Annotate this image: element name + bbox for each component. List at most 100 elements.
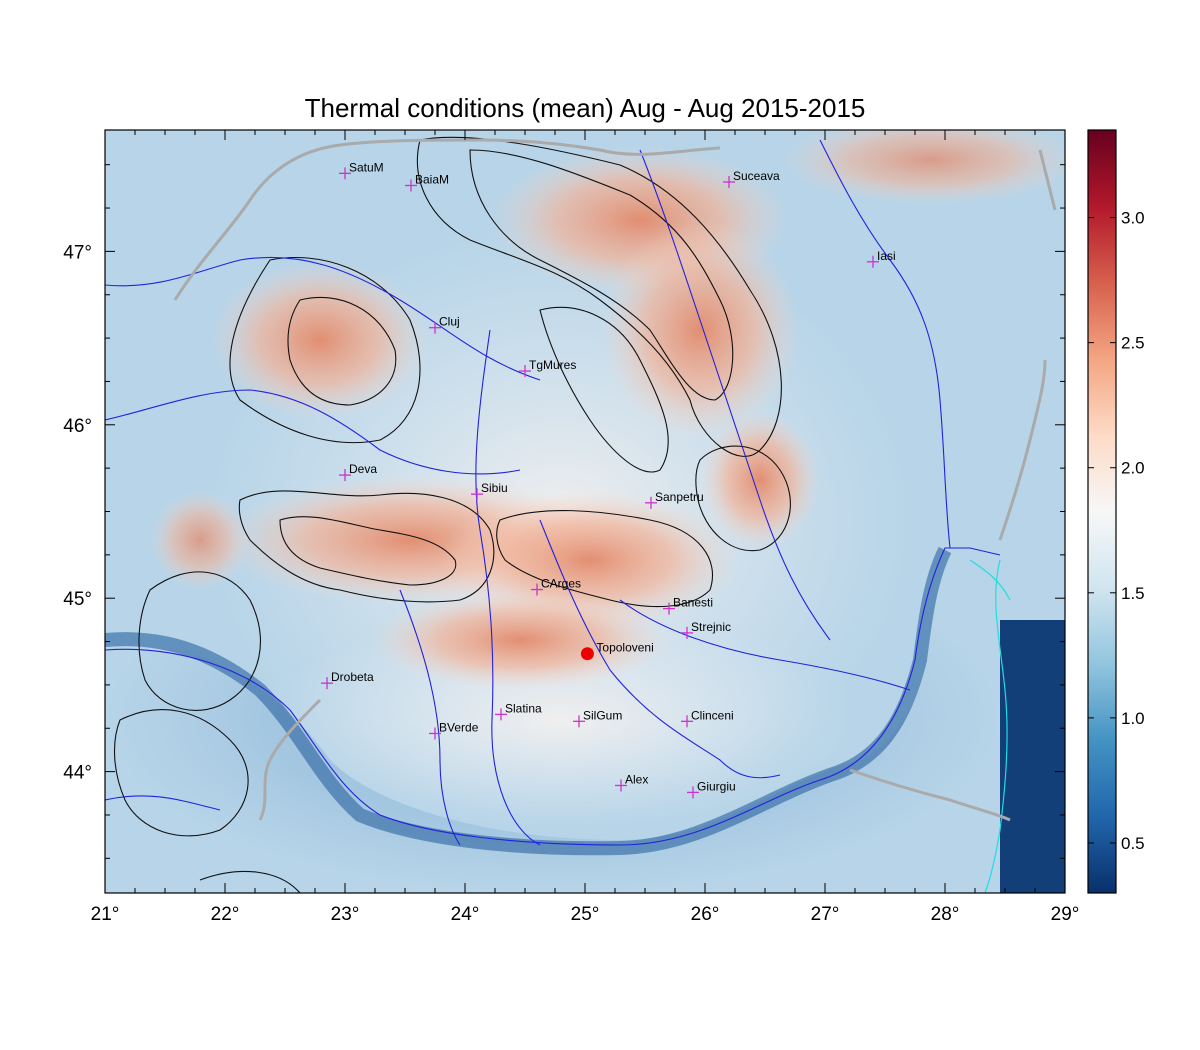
contour-harghita — [539, 306, 669, 473]
city-marker: Sibiu — [471, 481, 508, 501]
colorbar-label: 0.5 — [1121, 834, 1145, 853]
moldova-north-warm — [780, 130, 1065, 205]
borders — [173, 138, 1057, 822]
contour-fagaras — [238, 490, 495, 603]
coastline — [969, 559, 1011, 893]
axis-ticks — [104, 130, 1066, 893]
subcarpathian-warm — [370, 590, 670, 690]
city-marker: Alex — [615, 772, 648, 792]
city-marker: CArges — [531, 577, 581, 596]
danube-valley-cold — [105, 546, 952, 856]
city-marker: Deva — [339, 462, 377, 482]
city-marker: Sanpetru — [645, 490, 704, 509]
x-tick-label: 22° — [211, 904, 240, 925]
border-north — [173, 138, 721, 301]
city-label: BVerde — [439, 720, 479, 734]
contour-fagaras-inner — [279, 516, 457, 586]
plot-area — [105, 130, 1065, 893]
city-marker: Banesti — [663, 596, 713, 615]
city-label: SatuM — [349, 160, 384, 174]
city-markers: SatuM BaiaM Suceava Iasi Cluj TgMures Deva Sibi… — [321, 160, 896, 799]
city-marker: SatuM — [339, 160, 384, 180]
city-label: Strejnic — [691, 620, 731, 634]
colorbar-label: 3.0 — [1121, 209, 1145, 228]
black-sea-coast — [984, 559, 1008, 893]
contour-banat — [138, 571, 261, 711]
city-label: Iasi — [877, 249, 896, 263]
y-tick-label: 47° — [63, 242, 92, 263]
city-label: Drobeta — [331, 670, 374, 684]
city-marker: Slatina — [495, 701, 542, 721]
city-label: Giurgiu — [697, 779, 736, 793]
city-marker: Clinceni — [681, 708, 734, 728]
city-marker: Cluj — [429, 315, 460, 334]
danube-delta-channel — [969, 559, 1011, 601]
colorbar-label: 1.5 — [1121, 584, 1145, 603]
contour-bucegi — [496, 509, 714, 608]
river-mures — [105, 389, 521, 475]
border-south — [849, 768, 1011, 822]
apuseni-warm — [210, 260, 430, 420]
x-tick-label: 23° — [331, 904, 360, 925]
map-title: Thermal conditions (mean) Aug - Aug 2015… — [305, 93, 866, 123]
city-marker: Iasi — [867, 249, 896, 268]
city-label: CArges — [541, 577, 581, 591]
x-tick-label: 25° — [571, 904, 600, 925]
city-marker: TgMures — [519, 358, 576, 378]
city-label: TgMures — [529, 358, 576, 372]
city-marker: SilGum — [573, 708, 622, 728]
y-tick-label: 44° — [63, 763, 92, 784]
river-prut — [819, 139, 951, 549]
colorbar — [1087, 129, 1117, 894]
highlight-city-label: Topoloveni — [596, 641, 653, 655]
colorbar-label: 2.5 — [1121, 334, 1145, 353]
city-label: Sanpetru — [655, 490, 704, 504]
river-southwest — [105, 795, 221, 811]
contour-south-edge — [199, 870, 301, 893]
colorbar-label: 1.0 — [1121, 709, 1145, 728]
colorbar-label: 2.0 — [1121, 459, 1145, 478]
contour-north — [416, 136, 782, 457]
elevation-contours — [114, 136, 791, 893]
black-sea-cold — [1000, 620, 1065, 893]
city-label: Alex — [625, 772, 648, 786]
x-tick-label: 28° — [931, 904, 960, 925]
city-label: Banesti — [673, 596, 713, 610]
city-label: BaiaM — [415, 172, 449, 186]
rivers — [105, 139, 1001, 846]
city-label: Clinceni — [691, 708, 734, 722]
highlight-city-marker: Topoloveni — [580, 641, 654, 661]
colorbar-ticks: 0.5 1.0 1.5 2.0 2.5 3.0 — [1088, 209, 1145, 853]
contour-apuseni-inner — [287, 296, 397, 406]
river-danube — [105, 547, 1001, 846]
city-label: Suceava — [733, 169, 780, 183]
river-ialomita — [619, 599, 911, 691]
contour-north-inner — [469, 149, 734, 401]
border-southwest — [258, 698, 322, 821]
city-marker: BaiaM — [405, 172, 449, 192]
y-tick-label: 45° — [63, 589, 92, 610]
highlight-dot — [580, 647, 594, 661]
city-marker: Drobeta — [321, 670, 374, 690]
x-tick-label: 29° — [1051, 904, 1080, 925]
border-northeast — [1038, 149, 1057, 211]
river-arges — [539, 519, 781, 779]
contour-southwest — [114, 709, 249, 837]
contour-curvature — [695, 445, 791, 552]
x-tick-label: 26° — [691, 904, 720, 925]
eastern-carpathians-warm — [600, 220, 800, 440]
river-siret — [639, 149, 831, 641]
y-tick-label: 46° — [63, 416, 92, 437]
river-jiu — [399, 589, 461, 846]
city-marker: Strejnic — [681, 620, 731, 639]
border-east — [998, 359, 1047, 541]
river-olt — [475, 329, 541, 846]
city-marker: Suceava — [723, 169, 780, 189]
y-axis-labels: 44° 45° 46° 47° — [63, 242, 92, 783]
x-tick-label: 21° — [91, 904, 120, 925]
x-axis-labels: 21° 22° 23° 24° 25° 26° 27° 28° 29° — [91, 904, 1080, 925]
city-marker: Giurgiu — [687, 779, 736, 799]
western-warm — [150, 490, 250, 590]
city-label: SilGum — [583, 708, 622, 722]
